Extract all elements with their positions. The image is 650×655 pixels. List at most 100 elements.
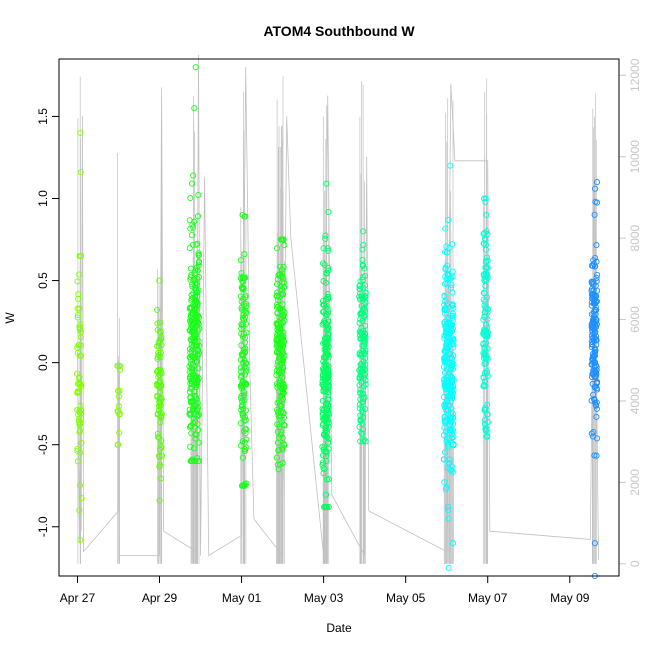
data-point — [188, 347, 195, 354]
data-point — [325, 336, 332, 343]
data-point — [322, 491, 329, 498]
data-point — [589, 262, 596, 269]
data-point — [76, 252, 83, 260]
data-point — [322, 342, 329, 350]
data-point — [359, 246, 366, 253]
x-tick-label: May 03 — [304, 591, 344, 605]
y-tick-label: 0.5 — [36, 272, 50, 289]
data-point — [78, 495, 85, 502]
data-point — [274, 245, 281, 252]
data-point — [446, 456, 453, 463]
data-point — [447, 325, 454, 332]
data-point — [445, 271, 452, 279]
data-point — [242, 430, 249, 437]
data-point — [241, 364, 248, 371]
data-point — [193, 431, 200, 438]
data-point — [324, 429, 331, 436]
data-point — [593, 405, 600, 412]
data-point — [593, 274, 600, 281]
data-point — [239, 315, 246, 322]
data-point — [278, 272, 285, 279]
data-point — [446, 430, 453, 437]
data-point — [484, 411, 491, 418]
data-point — [319, 422, 326, 429]
data-point — [279, 434, 286, 442]
data-point — [448, 463, 455, 470]
data-point — [362, 438, 369, 445]
data-point — [156, 337, 163, 344]
data-point — [193, 382, 200, 389]
data-point — [593, 399, 600, 406]
data-point — [484, 324, 491, 331]
data-point — [192, 418, 199, 425]
data-point — [241, 413, 248, 420]
data-point — [240, 285, 247, 292]
data-point — [191, 445, 198, 452]
data-point — [186, 217, 193, 224]
data-point — [444, 217, 452, 224]
data-point — [157, 419, 164, 426]
data-point — [189, 323, 196, 330]
data-point — [448, 302, 456, 309]
data-point — [238, 382, 245, 389]
data-point — [320, 504, 328, 511]
data-point — [74, 314, 81, 321]
data-point — [356, 282, 364, 289]
data-point — [188, 232, 195, 239]
data-point — [320, 260, 327, 267]
data-point — [323, 373, 330, 380]
data-point — [443, 438, 450, 445]
data-point — [592, 282, 599, 289]
data-point — [194, 407, 201, 414]
data-point — [323, 180, 330, 187]
data-point — [274, 461, 281, 468]
data-point — [189, 344, 196, 351]
data-point — [156, 446, 164, 453]
data-point — [74, 458, 81, 465]
data-point — [276, 271, 284, 278]
data-point — [362, 289, 369, 296]
data-point — [357, 386, 364, 393]
data-point — [158, 452, 165, 459]
data-point — [591, 211, 598, 218]
data-point — [276, 306, 284, 313]
data-point — [447, 398, 454, 405]
data-point — [154, 411, 161, 418]
data-point — [194, 348, 201, 355]
data-point — [190, 370, 197, 377]
data-point — [154, 368, 161, 375]
data-point — [325, 208, 332, 215]
data-point — [195, 258, 203, 265]
data-point — [274, 341, 281, 348]
data-point — [481, 417, 488, 424]
data-point — [321, 415, 328, 422]
data-point — [319, 461, 326, 468]
data-point — [443, 307, 450, 314]
data-point — [442, 307, 449, 314]
data-point — [186, 410, 193, 417]
y2-tick-label: 4000 — [628, 387, 642, 414]
data-point — [480, 289, 487, 296]
data-point — [240, 388, 247, 395]
data-point — [196, 342, 203, 349]
data-point — [450, 441, 457, 448]
data-point — [484, 231, 491, 238]
data-point — [443, 329, 450, 336]
data-point — [190, 319, 197, 327]
data-point — [483, 211, 490, 218]
data-point — [320, 301, 327, 308]
data-point — [116, 410, 123, 418]
data-point — [274, 406, 281, 413]
data-point — [442, 347, 449, 354]
data-point — [449, 289, 456, 296]
data-point — [361, 265, 368, 272]
data-point — [194, 319, 201, 327]
data-point — [156, 461, 164, 468]
data-point — [276, 446, 283, 453]
data-point — [242, 345, 249, 352]
data-point — [191, 105, 198, 112]
data-point — [278, 403, 285, 410]
data-point — [484, 401, 491, 408]
